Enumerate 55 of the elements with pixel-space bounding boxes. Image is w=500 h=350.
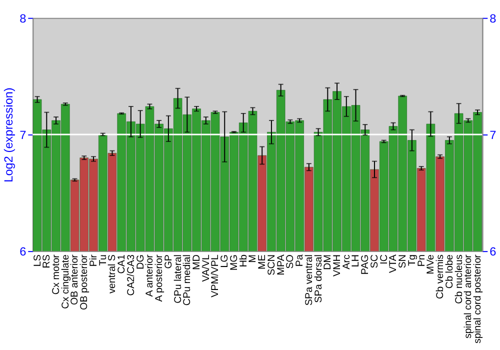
x-tick-label: Tg — [406, 254, 418, 266]
x-tick-label: SC — [369, 254, 380, 268]
x-tick-label: ME — [257, 254, 268, 270]
x-tick-label: SCN — [266, 254, 278, 276]
x-tick-label: Cx motor — [50, 254, 62, 295]
y-tick-label: 6 — [20, 244, 27, 259]
x-tick-label: MD — [191, 254, 202, 270]
y-tick-label: 8 — [20, 11, 27, 26]
x-tick-label: ventral S — [107, 254, 118, 294]
x-tick-label: VMH — [332, 254, 343, 276]
x-tick-label: IC — [378, 254, 390, 264]
x-tick-label: OB anterior — [70, 254, 81, 306]
x-tick-label: SO — [285, 254, 296, 269]
x-tick-label: Pa — [294, 254, 306, 267]
x-tick-label: Cb nucleus — [454, 254, 465, 304]
x-tick-label: SPa dorsal — [313, 254, 324, 303]
x-tick-label: DG — [135, 254, 146, 270]
x-tick-label: MVe — [426, 254, 437, 274]
x-tick-label: A anterior — [144, 254, 156, 297]
x-tick-label: OB posterior — [79, 254, 90, 310]
x-tick-label: GP — [163, 254, 174, 269]
x-tick-label: VA/VL — [200, 254, 212, 282]
x-tick-label: Cb vermis — [435, 254, 446, 299]
y-tick-label: 7 — [20, 128, 26, 142]
x-tick-label: CA1 — [116, 254, 128, 274]
x-tick-label: DM — [322, 254, 334, 270]
x-tick-label: RS — [42, 254, 53, 268]
x-tick-label: M — [248, 254, 259, 263]
x-tick-label: Tu — [98, 254, 109, 266]
y2-tick-label: 8 — [490, 11, 497, 26]
x-tick-label: Pn — [416, 254, 428, 267]
x-tick-label: MG — [228, 254, 240, 270]
x-tick-label: LH — [350, 254, 362, 268]
x-tick-label: Pir — [88, 254, 100, 267]
y2-tick-label: 7 — [490, 128, 496, 142]
x-tick-label: Cb lobe — [444, 254, 456, 289]
x-tick-label: CA2/CA3 — [126, 254, 137, 296]
x-tick-label: VPM/VPL — [210, 254, 222, 298]
x-tick-label: Hb — [238, 254, 250, 268]
x-tick-label: SN — [398, 254, 409, 268]
x-tick-label: CPu medial — [182, 254, 194, 306]
x-tick-label: LG — [220, 254, 231, 268]
x-tick-label: spinal cord anterior — [463, 254, 474, 339]
x-tick-label: VTA — [388, 254, 400, 274]
x-tick-label: Cx cingulate — [60, 254, 72, 309]
x-tick-label: spinal cord posterior — [472, 254, 484, 344]
x-tick-label: LS — [32, 254, 44, 267]
y2-tick-label: 6 — [490, 244, 497, 259]
x-tick-label: CPu lateral — [172, 254, 184, 304]
x-tick-label: PAG — [360, 254, 372, 275]
y-axis-title: Log2 (expression) — [2, 88, 16, 182]
x-tick-label: MPA — [276, 254, 287, 276]
x-tick-label: A posterior — [154, 254, 166, 302]
x-tick-label: SPa ventral — [304, 254, 315, 306]
x-tick-label: Arc — [341, 254, 352, 270]
